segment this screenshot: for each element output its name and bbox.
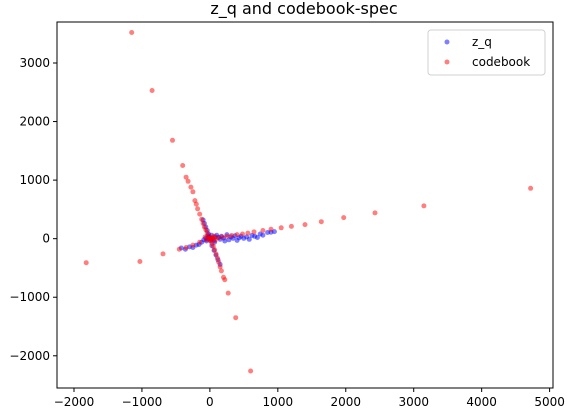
legend-box (427, 29, 546, 76)
chart-title: z_q and codebook-spec (210, 0, 397, 19)
point-codebook (197, 239, 203, 245)
legend: z_q codebook (427, 29, 546, 76)
point-codebook (190, 189, 196, 195)
plot-frame (56, 21, 554, 389)
x-tick-label: 3000 (398, 395, 429, 409)
point-codebook (214, 255, 220, 261)
point-codebook (202, 234, 208, 240)
legend-label-z-q: z_q (472, 35, 492, 49)
y-tick-label: 3000 (19, 56, 50, 70)
point-codebook (421, 203, 427, 209)
x-axis: −2000 −1000 0 1000 2000 3000 4000 5000 (54, 388, 565, 409)
point-codebook (212, 237, 218, 243)
point-codebook (245, 230, 251, 236)
point-codebook (188, 184, 194, 190)
point-codebook (372, 210, 378, 216)
point-z-q (246, 236, 252, 242)
point-codebook (240, 231, 245, 237)
x-tick-label: −1000 (122, 395, 163, 409)
point-codebook (185, 178, 191, 184)
point-codebook (193, 201, 199, 207)
point-codebook (137, 259, 143, 264)
point-codebook (170, 137, 175, 143)
legend-label-codebook: codebook (472, 55, 530, 69)
point-codebook (278, 225, 284, 231)
y-tick-label: −1000 (9, 290, 50, 304)
x-tick-label: 2000 (330, 395, 361, 409)
point-codebook (216, 259, 222, 265)
point-codebook (225, 290, 231, 296)
y-tick-label: 2000 (19, 115, 50, 129)
legend-marker-z-q (444, 39, 450, 45)
point-codebook (183, 245, 189, 250)
point-codebook (160, 251, 166, 257)
x-tick-label: −2000 (54, 395, 95, 409)
point-z-q (222, 238, 228, 244)
point-codebook (234, 232, 240, 238)
point-z-q (260, 232, 266, 238)
point-codebook (183, 174, 189, 180)
point-codebook (221, 274, 226, 280)
point-codebook (288, 223, 294, 229)
point-codebook (218, 268, 224, 274)
point-codebook (217, 264, 223, 270)
point-codebook (197, 211, 203, 217)
x-tick-label: 0 (206, 395, 214, 409)
point-codebook (268, 226, 274, 232)
y-tick-label: −2000 (9, 349, 50, 363)
y-axis: −2000 −1000 0 1000 2000 3000 (9, 56, 57, 363)
x-tick-label: 1000 (263, 395, 294, 409)
y-tick-label: 1000 (19, 173, 50, 187)
point-z-q (254, 235, 260, 240)
x-tick-label: 5000 (534, 395, 565, 409)
point-codebook (176, 246, 182, 252)
point-codebook (199, 216, 205, 222)
point-codebook (195, 206, 201, 212)
point-codebook (229, 233, 235, 238)
point-codebook (318, 219, 324, 225)
point-codebook (129, 30, 135, 35)
point-codebook (248, 368, 254, 374)
point-codebook (528, 185, 534, 191)
point-codebook (149, 88, 155, 93)
point-codebook (251, 229, 257, 235)
point-codebook (213, 251, 219, 257)
point-codebook (211, 233, 217, 239)
x-tick-label: 4000 (466, 395, 497, 409)
points-layer (83, 30, 534, 374)
point-codebook (190, 242, 196, 248)
point-codebook (233, 315, 239, 321)
point-codebook (83, 260, 89, 266)
point-codebook (341, 215, 347, 221)
point-codebook (302, 222, 308, 228)
point-codebook (260, 228, 266, 233)
point-codebook (180, 163, 186, 168)
legend-marker-codebook (444, 59, 450, 65)
point-codebook (224, 233, 230, 239)
point-codebook (219, 234, 225, 240)
y-tick-label: 0 (42, 232, 50, 246)
